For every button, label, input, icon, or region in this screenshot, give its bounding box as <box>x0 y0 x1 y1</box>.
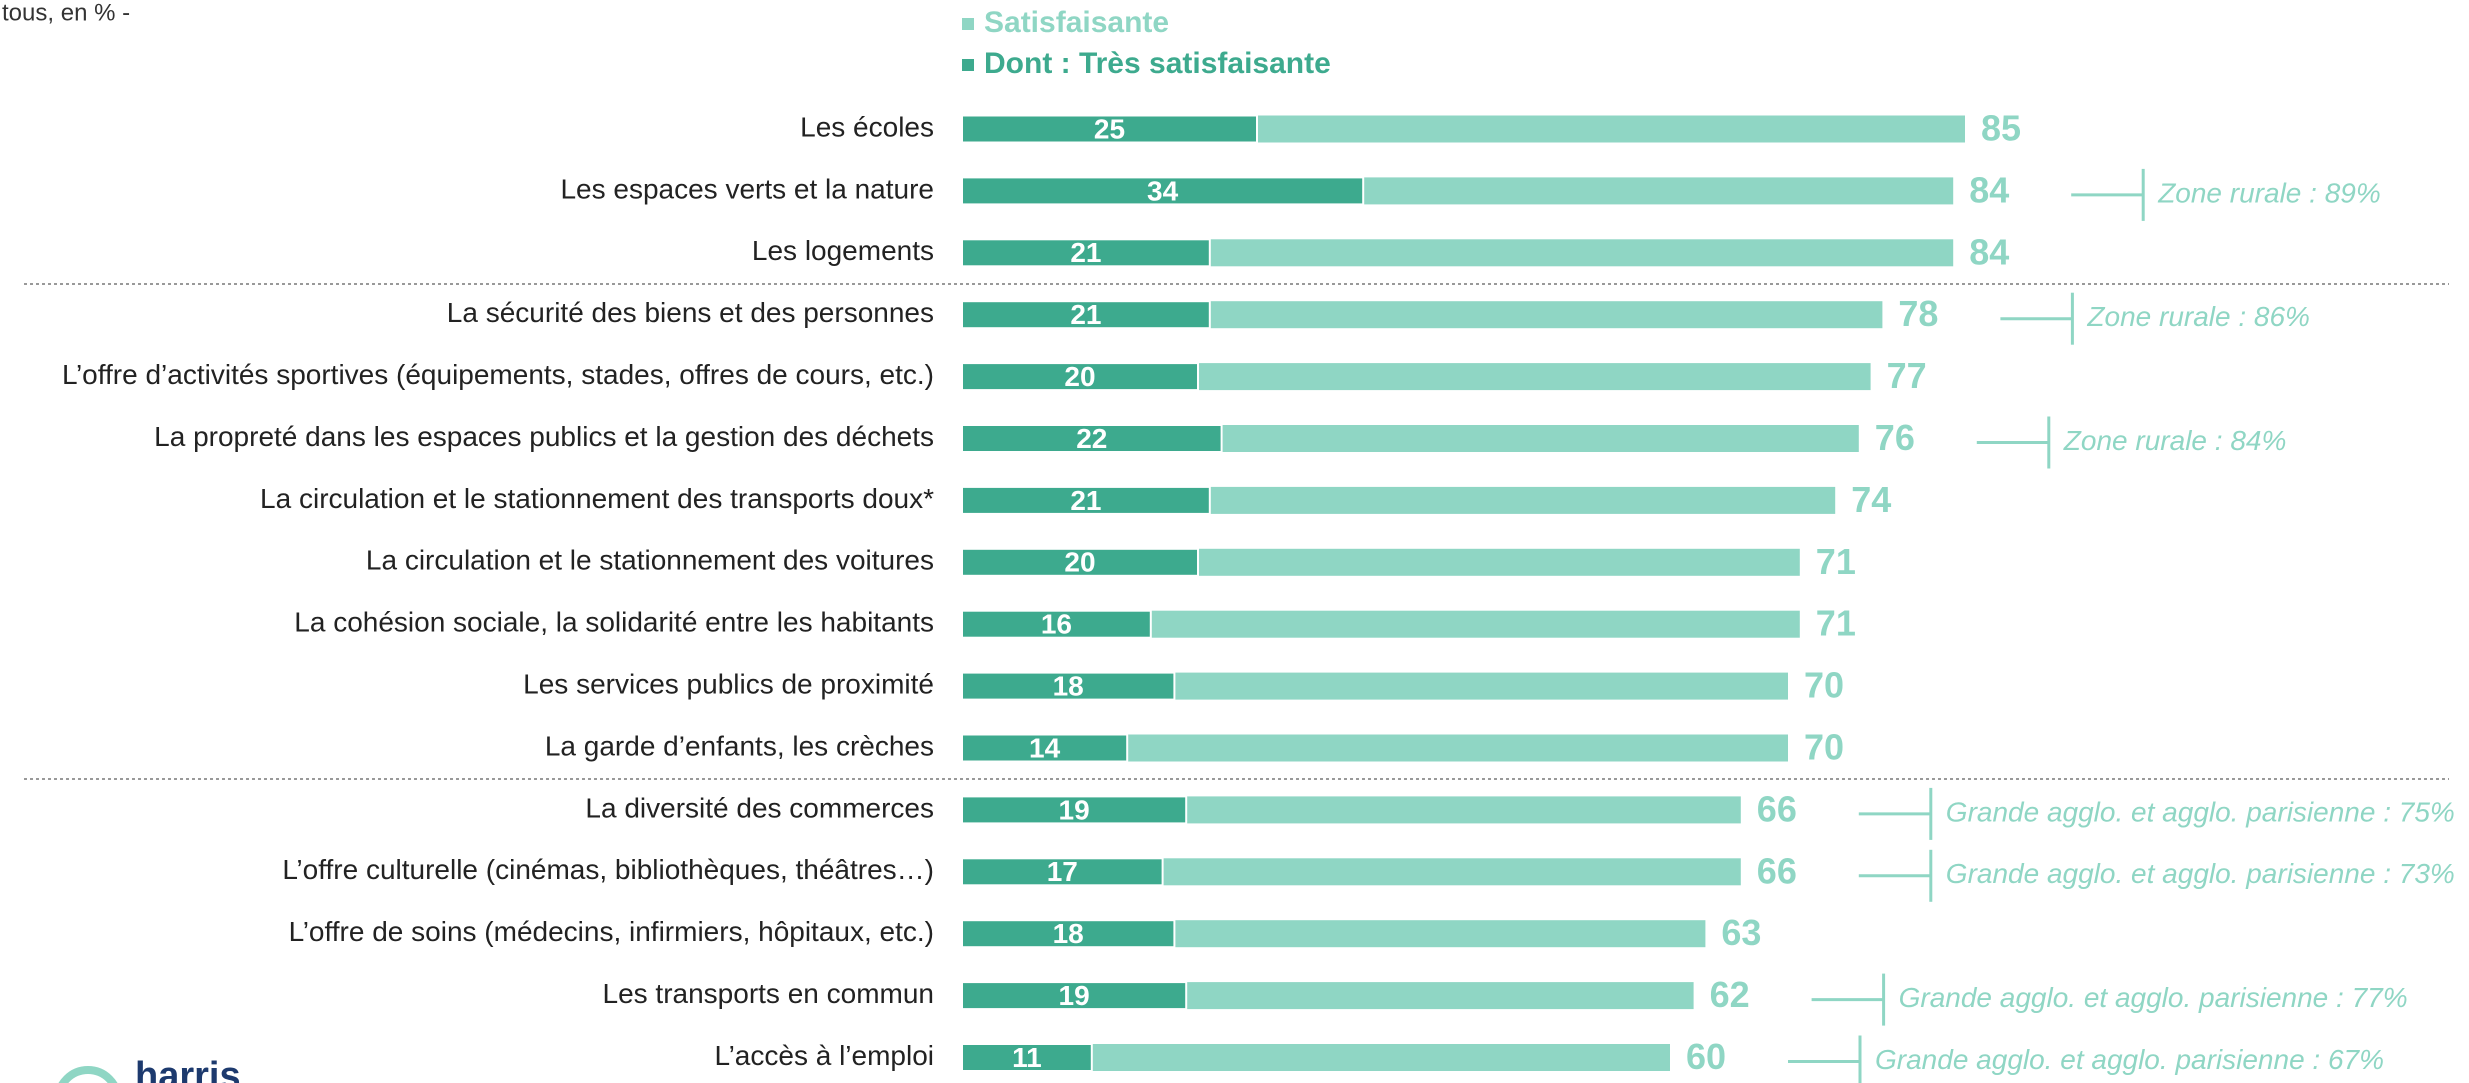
category-label: La garde d’enfants, les crèches <box>545 730 934 761</box>
value-label: 19 <box>1059 980 1090 1011</box>
value-label: 21 <box>1070 299 1101 330</box>
value-label: 71 <box>1816 603 1856 644</box>
annotation: Grande agglo. et agglo. parisienne : 75% <box>1946 796 2455 827</box>
value-label: 85 <box>1981 108 2021 149</box>
annotation: Grande agglo. et agglo. parisienne : 67% <box>1875 1044 2384 1075</box>
value-label: 17 <box>1047 856 1078 887</box>
value-label: 21 <box>1070 237 1101 268</box>
value-label: 18 <box>1053 918 1084 949</box>
category-label: L’offre de soins (médecins, infirmiers, … <box>289 916 934 947</box>
category-label: L’offre d’activités sportives (équipemen… <box>62 359 934 390</box>
annotation: Zone rurale : 89% <box>2157 177 2381 208</box>
value-label: 60 <box>1686 1036 1726 1077</box>
bar-very <box>961 919 1176 949</box>
bar-very <box>961 795 1188 825</box>
bar-very <box>961 238 1211 268</box>
bar-very <box>961 176 1365 206</box>
value-label: 19 <box>1059 794 1090 825</box>
value-label: 18 <box>1053 670 1084 701</box>
annotation: Grande agglo. et agglo. parisienne : 73% <box>1946 858 2455 889</box>
category-label: Les services publics de proximité <box>523 668 934 699</box>
bar-very <box>961 362 1199 392</box>
value-label: 70 <box>1804 727 1844 768</box>
value-label: 84 <box>1969 231 2009 272</box>
category-label: L’accès à l’emploi <box>715 1040 934 1071</box>
category-label: La propreté dans les espaces publics et … <box>154 421 934 452</box>
value-label: 62 <box>1710 974 1750 1015</box>
annotation: Zone rurale : 86% <box>2086 301 2310 332</box>
category-label: Les logements <box>752 235 934 266</box>
legend-swatch <box>962 18 974 30</box>
value-label: 70 <box>1804 665 1844 706</box>
legend-label: Satisfaisante <box>984 6 1169 39</box>
value-label: 16 <box>1041 609 1072 640</box>
bar-very <box>961 857 1164 887</box>
value-label: 63 <box>1721 912 1761 953</box>
value-label: 22 <box>1076 423 1107 454</box>
logo: harris <box>135 1055 241 1083</box>
value-label: 21 <box>1070 485 1101 516</box>
legend-swatch <box>962 59 974 71</box>
category-label: Les transports en commun <box>603 978 935 1009</box>
category-label: La circulation et le stationnement des t… <box>260 483 934 514</box>
bar-very <box>961 1043 1093 1072</box>
category-label: La sécurité des biens et des personnes <box>447 297 934 328</box>
bar-very <box>961 424 1223 453</box>
bar-very <box>961 733 1129 763</box>
category-label: Les espaces verts et la nature <box>560 173 934 204</box>
value-label: 11 <box>1012 1042 1042 1073</box>
value-label: 25 <box>1094 113 1125 144</box>
value-label: 74 <box>1851 479 1891 520</box>
category-label: La diversité des commerces <box>585 792 934 823</box>
value-label: 77 <box>1887 355 1927 396</box>
category-label: La cohésion sociale, la solidarité entre… <box>294 607 934 638</box>
bar-very <box>961 609 1152 639</box>
bar-very <box>961 485 1211 515</box>
bar-very <box>961 300 1211 330</box>
value-label: 78 <box>1898 293 1938 334</box>
value-label: 71 <box>1816 541 1856 582</box>
subtitle: à tous, en % - <box>0 0 130 26</box>
logo-icon <box>58 1066 118 1083</box>
annotation: Grande agglo. et agglo. parisienne : 77% <box>1899 982 2408 1013</box>
value-label: 20 <box>1064 547 1095 578</box>
bar-very <box>961 547 1199 577</box>
category-label: Les écoles <box>800 111 934 142</box>
value-label: 66 <box>1757 788 1797 829</box>
bar-very <box>961 981 1188 1011</box>
annotation: Zone rurale : 84% <box>2063 425 2287 456</box>
bar-very <box>961 671 1176 701</box>
value-label: 84 <box>1969 169 2009 210</box>
value-label: 66 <box>1757 850 1797 891</box>
category-label: L’offre culturelle (cinémas, bibliothèqu… <box>282 854 934 885</box>
value-label: 76 <box>1875 417 1915 458</box>
bar-very <box>961 114 1258 144</box>
value-label: 20 <box>1064 361 1095 392</box>
value-label: 34 <box>1147 175 1179 206</box>
category-label: La circulation et le stationnement des v… <box>366 545 934 576</box>
value-label: 14 <box>1029 732 1061 763</box>
legend-label: Dont : Très satisfaisante <box>984 47 1331 80</box>
